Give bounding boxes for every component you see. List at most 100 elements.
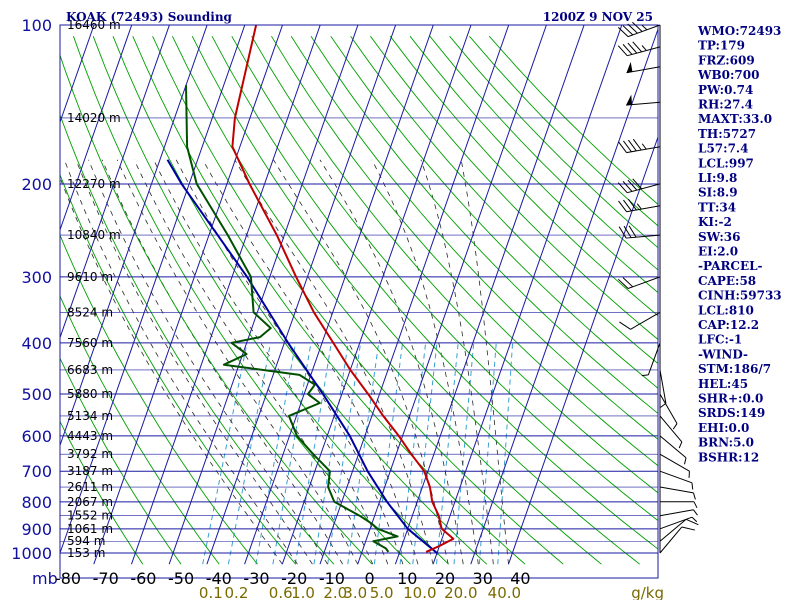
- dry-adiabat: [171, 36, 602, 565]
- pressure-unit-label: mb: [32, 569, 58, 588]
- wind-barb: [659, 453, 690, 478]
- dry-adiabat: [92, 36, 449, 565]
- wind-barb: [617, 41, 661, 57]
- pressure-tick-label: 600: [21, 427, 52, 446]
- stat-item: RH:27.4: [698, 98, 753, 112]
- pressure-tick-label: 700: [21, 462, 52, 481]
- stat-item: BSHR:12: [698, 450, 759, 464]
- dry-adiabat: [72, 36, 411, 565]
- stat-item: HEL:45: [698, 377, 748, 391]
- height-label: 6683 m: [67, 363, 113, 377]
- wind-barb: [659, 415, 683, 449]
- mixing-ratio-line: [478, 342, 497, 565]
- wind-barb: [641, 342, 661, 377]
- height-label: 594 m: [67, 534, 105, 548]
- mixing-ratio-label: 5.0: [370, 584, 394, 600]
- dry-adiabat: [389, 35, 658, 317]
- dry-adiabat: [112, 36, 488, 565]
- stat-item: SW:36: [698, 230, 740, 244]
- dry-adiabat: [60, 233, 258, 565]
- moist-adiabat: [153, 159, 389, 565]
- isotherm: [93, 25, 284, 565]
- stat-item: EHI:0.0: [698, 421, 749, 435]
- height-label: 1061 m: [67, 522, 113, 536]
- isotherm: [432, 25, 623, 565]
- mixing-ratio-line: [227, 342, 271, 565]
- temperature-tick-label: 0: [365, 569, 375, 588]
- wind-barb: [617, 21, 661, 38]
- stats-panel: WMO:72493TP:179FRZ:609WB0:700PW:0.74RH:2…: [697, 24, 782, 464]
- moist-adiabat: [420, 159, 494, 565]
- dry-adiabat: [60, 173, 297, 565]
- wind-barb: [617, 178, 661, 194]
- profiles: [166, 25, 455, 554]
- temperature-tick-label: -20: [281, 569, 307, 588]
- wind-barb: [659, 470, 694, 490]
- dry-adiabat: [449, 35, 658, 249]
- wind-barb: [660, 501, 698, 509]
- mixing-ratio-line: [497, 342, 514, 565]
- dry-adiabat: [152, 36, 564, 565]
- dry-adiabat: [60, 113, 335, 565]
- mixing-ratio-line: [373, 342, 404, 565]
- isotherm: [319, 25, 510, 565]
- stat-item: CINH:59733: [698, 289, 782, 303]
- mixing-ratio-label: 10.0: [403, 584, 436, 600]
- chart-title: KOAK (72493) Sounding: [66, 10, 233, 24]
- mixing-ratio-line: [272, 342, 312, 565]
- wind-barb: [626, 61, 661, 74]
- moist-adiabat: [64, 159, 298, 565]
- stat-item: TT:34: [698, 200, 736, 214]
- dry-adiabat: [271, 35, 658, 467]
- height-label: 14020 m: [67, 111, 121, 125]
- stat-item: WMO:72493: [697, 24, 781, 38]
- isotherm: [60, 25, 133, 232]
- dry-adiabat: [310, 35, 658, 415]
- grid: [0, 13, 658, 565]
- height-label: 12270 m: [67, 177, 121, 191]
- mixing-ratio-label: 3.0: [343, 584, 367, 600]
- mixing-ratio-label: 20.0: [444, 584, 477, 600]
- height-label: 2611 m: [67, 480, 113, 494]
- moist-adiabat: [60, 176, 283, 565]
- moist-adiabat: [319, 159, 464, 565]
- dry-adiabat: [60, 420, 144, 565]
- wind-barb: [659, 435, 687, 465]
- stat-item: FRZ:609: [698, 53, 755, 67]
- parcel-trace: [166, 159, 438, 554]
- dry-adiabat: [330, 35, 658, 389]
- wind-barb: [659, 369, 667, 408]
- moist-adiabat: [75, 159, 313, 565]
- isotherm: [131, 25, 321, 565]
- dry-adiabat: [60, 357, 182, 565]
- stat-item: LFC:-1: [698, 333, 742, 347]
- isotherm: [0, 13, 60, 564]
- temperature-tick-label: -80: [55, 569, 81, 588]
- mixing-ratio-label: 40.0: [488, 584, 521, 600]
- temperature-tick-label: -50: [168, 569, 194, 588]
- height-label: 8524 m: [67, 305, 113, 319]
- height-label: 16460 m: [67, 18, 121, 32]
- moist-adiabat: [273, 159, 449, 565]
- wind-barb: [618, 138, 661, 154]
- mixing-ratio-label: 0.6: [269, 584, 293, 600]
- stat-item: TP:179: [698, 39, 745, 53]
- isotherm: [394, 25, 585, 565]
- height-label: 153 m: [67, 546, 105, 560]
- pressure-tick-label: 900: [21, 520, 52, 539]
- dry-adiabat: [251, 35, 658, 494]
- mixing-ratio-line: [412, 342, 438, 565]
- moist-adiabat: [116, 159, 359, 565]
- moist-adiabat: [234, 159, 434, 565]
- dry-adiabat: [191, 35, 640, 565]
- stat-item: PW:0.74: [698, 83, 753, 97]
- wind-barb: [659, 486, 696, 500]
- chart-datetime: 1200Z 9 NOV 25: [543, 10, 653, 24]
- isotherm: [0, 13, 23, 564]
- mixing-ratio-line: [453, 342, 475, 565]
- stat-item: STM:186/7: [698, 362, 771, 376]
- temperature-tick-label: -60: [130, 569, 156, 588]
- pressure-tick-label: 800: [21, 493, 52, 512]
